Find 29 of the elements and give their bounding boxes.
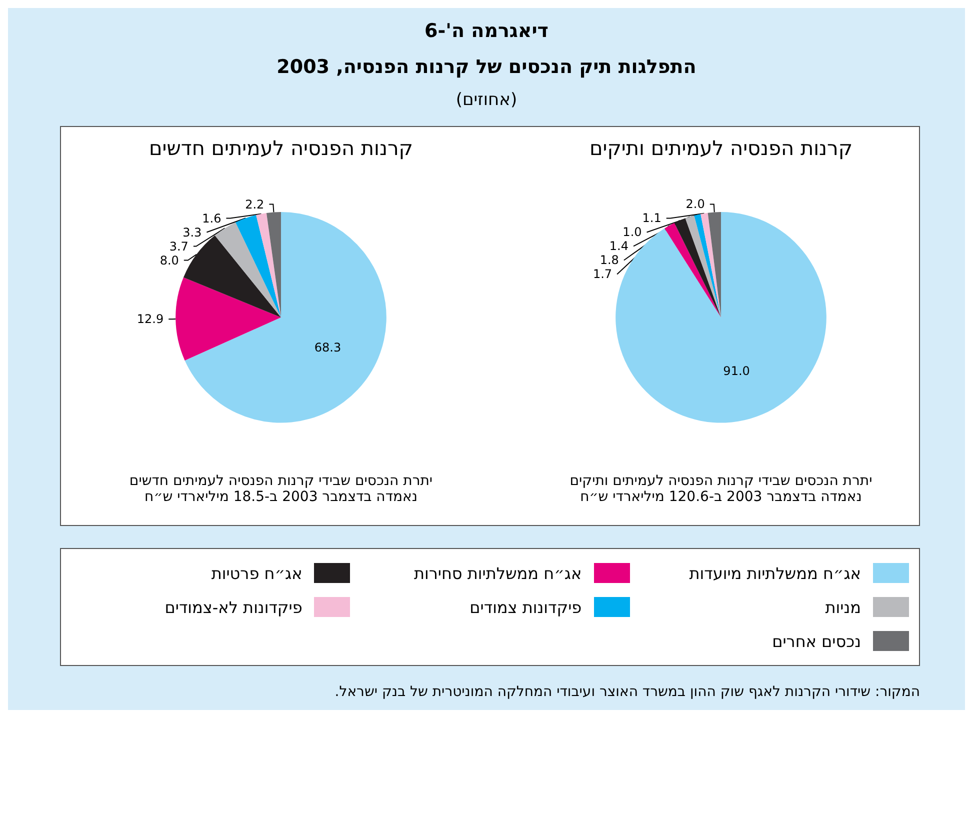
text: יתרת הנכסים שבידי קרנות הפנסיה לעמיתים ותיקים נאמדה בדצמבר 2003 ב-120.6 מיליארדי ש״ח: [568, 473, 874, 505]
data-label: 12.9: [136, 312, 164, 326]
chart-title: דיאגרמה ה'-6: [424, 20, 550, 42]
text: יתרת הנכסים שבידי קרנות הפנסיה לעמיתים חדשים נאמדה בדצמבר 2003 ב-18.5 מיליארדי ש״ח: [128, 473, 434, 505]
legend-label: פיקדונות צמודים: [470, 598, 582, 616]
slice-label: קרנות הפנסיה לעמיתים חדשים: [149, 136, 413, 160]
legend-label: אג״ח ממשלתיות סחירות: [414, 564, 582, 582]
data-label: 1.1: [642, 211, 662, 226]
legend-label: אג״ח פרטיות: [211, 564, 302, 582]
legend-label: נכסים אחרים: [772, 632, 861, 650]
legend-label: פיקדונות לא-צמודים: [164, 598, 302, 616]
data-label: 3.3: [182, 225, 202, 240]
data-label: 1.8: [600, 253, 619, 268]
legend-label: מניות: [825, 598, 861, 616]
data-label: 3.7: [169, 239, 188, 254]
data-label: 1.6: [202, 211, 222, 226]
data-label: 1.0: [622, 225, 642, 240]
text: (אחוזים): [454, 90, 518, 110]
legend-label: אג״ח ממשלתיות מיועדות: [689, 564, 861, 582]
slice-label: קרנות הפנסיה לעמיתים ותיקים: [589, 136, 853, 160]
data-label: 1.7: [592, 267, 612, 282]
data-label: 68.3: [314, 340, 342, 355]
data-label: 91.0: [723, 364, 750, 378]
text: המקור: שידורי הקרנות לאגף שוק ההון במשרד האוצר ועיבודי המחלקה המוניטרית של בנק ישראל.: [334, 684, 920, 700]
data-label: 1.4: [609, 239, 629, 254]
data-label: 8.0: [160, 253, 179, 268]
data-label: 2.0: [686, 197, 705, 212]
data-label: 2.2: [245, 197, 264, 212]
chart-subtitle: התפלגות תיק הנכסים של קרנות הפנסיה, 2003: [276, 56, 698, 78]
